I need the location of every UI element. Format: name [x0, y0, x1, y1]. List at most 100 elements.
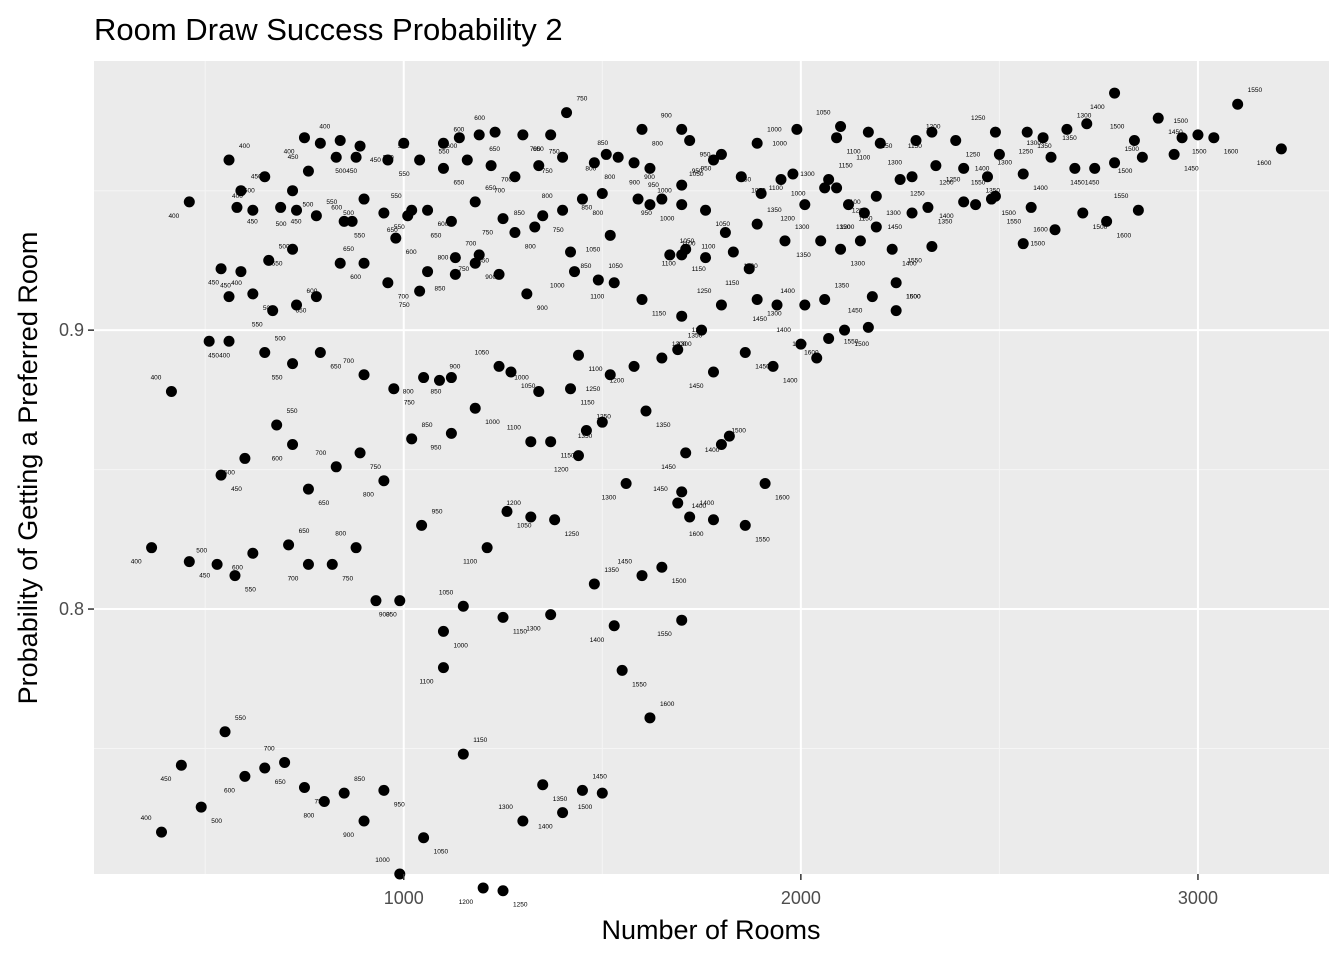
data-point-label: 450 [161, 776, 172, 783]
data-point-label: 900 [644, 174, 655, 181]
data-point [394, 868, 406, 880]
data-point-label: 1450 [592, 773, 607, 780]
data-point [1069, 162, 1081, 174]
data-point [1061, 123, 1073, 135]
data-point-label: 500 [303, 202, 314, 209]
y-tick-label: 0.8 [59, 599, 84, 619]
data-point-label: 550 [399, 171, 410, 178]
data-point-label: 550 [391, 193, 402, 200]
data-point [1109, 157, 1121, 169]
data-point-label: 1400 [776, 327, 791, 334]
data-point [537, 210, 549, 222]
data-point-label: 600 [474, 115, 485, 122]
data-point [267, 305, 279, 317]
data-point-label: 750 [404, 400, 415, 407]
data-point-label: 1250 [1019, 149, 1034, 156]
data-point [1017, 168, 1029, 180]
data-point [835, 243, 847, 255]
data-point-label: 1250 [565, 531, 580, 538]
data-point-label: 1450 [753, 316, 768, 323]
data-point-label: 1050 [608, 263, 623, 270]
data-point [636, 570, 648, 582]
data-point [751, 293, 763, 305]
data-point [1081, 118, 1093, 130]
data-point-label: 500 [263, 305, 274, 312]
data-point-label: 950 [701, 165, 712, 172]
data-point [676, 179, 688, 191]
data-point-label: 700 [501, 177, 512, 184]
data-point-label: 550 [354, 232, 365, 239]
data-point-label: 400 [319, 123, 330, 130]
data-point [715, 299, 727, 311]
data-point-label: 800 [542, 193, 553, 200]
data-point [314, 137, 326, 149]
data-point [517, 815, 529, 827]
data-point [457, 600, 469, 612]
data-point [418, 832, 430, 844]
data-point [672, 497, 684, 509]
data-point-label: 650 [318, 500, 329, 507]
data-point [700, 252, 712, 264]
data-point-label: 1200 [692, 327, 707, 334]
data-point [239, 770, 251, 782]
data-point-label: 450 [251, 174, 262, 181]
data-point [557, 151, 569, 163]
data-point [596, 187, 608, 199]
data-point-label: 1200 [780, 216, 795, 223]
data-point-label: 650 [330, 363, 341, 370]
data-point [870, 190, 882, 202]
data-point [672, 344, 684, 356]
data-point-label: 500 [244, 188, 255, 195]
data-point [378, 207, 390, 219]
data-point-label: 1550 [844, 338, 859, 345]
data-point-label: 1500 [731, 427, 746, 434]
data-point-label: 700 [264, 745, 275, 752]
data-point-label: 850 [514, 210, 525, 217]
x-tick-label: 2000 [781, 888, 821, 908]
data-point-label: 1450 [661, 464, 676, 471]
data-point [596, 416, 608, 428]
data-point-label: 1550 [907, 257, 922, 264]
data-point-label: 850 [581, 204, 592, 211]
data-point [497, 611, 509, 623]
data-point [958, 196, 970, 208]
data-point [616, 664, 628, 676]
data-point [549, 514, 561, 526]
data-point-label: 1300 [851, 260, 866, 267]
data-point-label: 550 [287, 408, 298, 415]
data-point [862, 321, 874, 333]
data-point [676, 486, 688, 498]
data-point [676, 199, 688, 211]
data-point [874, 137, 886, 149]
data-point-label: 600 [272, 455, 283, 462]
data-point-label: 1400 [780, 288, 795, 295]
data-point-label: 1600 [775, 495, 790, 502]
data-point-label: 950 [394, 801, 405, 808]
data-point-label: 1450 [888, 224, 903, 231]
data-point [247, 547, 259, 559]
data-point-label: 650 [387, 227, 398, 234]
data-point [835, 121, 847, 133]
data-point-label: 900 [343, 832, 354, 839]
data-point [739, 346, 751, 358]
data-point-label: 1500 [578, 804, 593, 811]
data-point [310, 291, 322, 303]
data-point-label: 1300 [997, 160, 1012, 167]
data-point [481, 542, 493, 554]
data-point-label: 1400 [1090, 104, 1105, 111]
data-point-label: 400 [239, 143, 250, 150]
data-point [509, 227, 521, 239]
data-point-label: 1050 [434, 849, 449, 856]
data-point-label: 800 [592, 210, 603, 217]
data-point [831, 182, 843, 194]
data-point [557, 204, 569, 216]
data-point-label: 1400 [692, 503, 707, 510]
data-point-label: 400 [168, 213, 179, 220]
data-point-label: 1150 [652, 310, 666, 317]
major-gridlines [94, 61, 1329, 874]
data-point [636, 293, 648, 305]
data-point [684, 511, 696, 523]
data-point-label: 1200 [459, 899, 474, 906]
data-point-label: 1500 [1110, 123, 1125, 130]
data-point-label: 900 [485, 274, 496, 281]
